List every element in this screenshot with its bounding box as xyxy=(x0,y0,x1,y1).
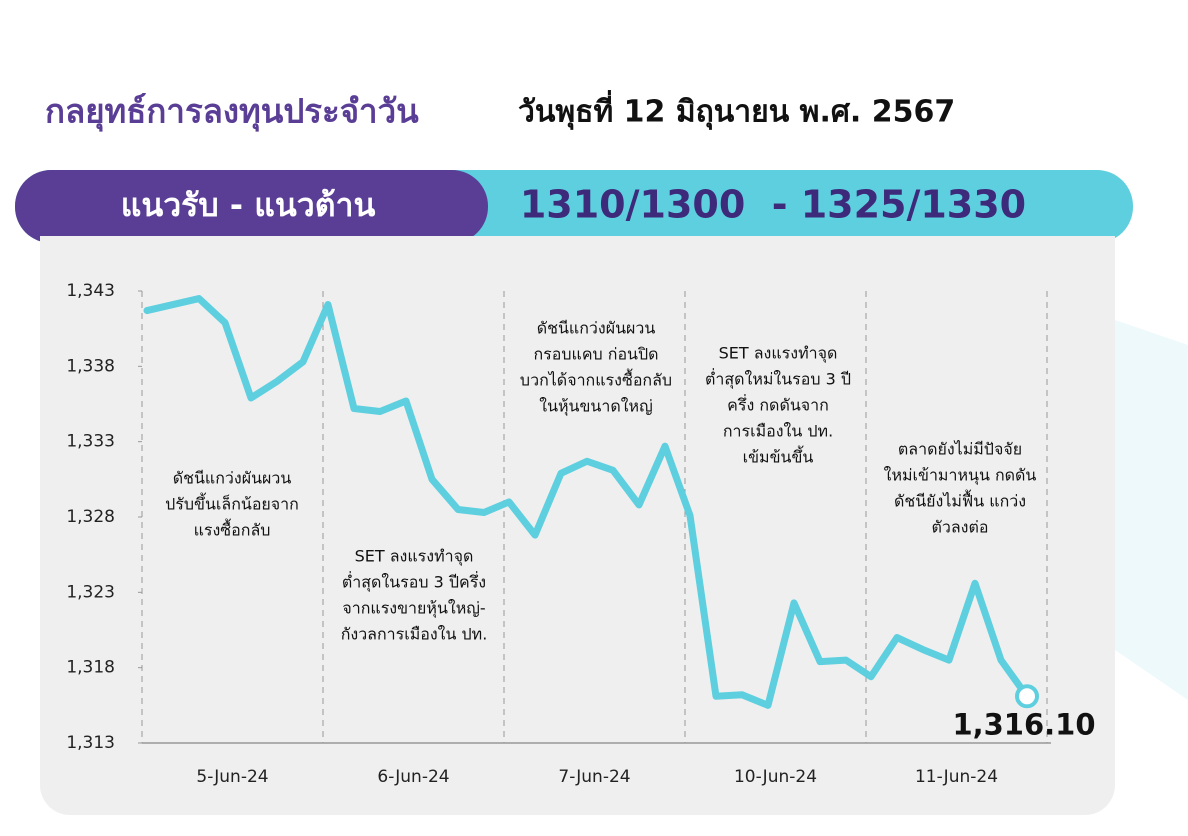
y-tick-label: 1,328 xyxy=(66,507,115,527)
annotation: ดัชนีแกว่งผันผวน xyxy=(537,319,656,338)
y-tick-label: 1,333 xyxy=(66,432,115,452)
x-tick-label: 5-Jun-24 xyxy=(196,767,268,787)
x-tick-label: 10-Jun-24 xyxy=(734,767,817,787)
annotation: ต่ำสุดในรอบ 3 ปีครึ่ง xyxy=(342,571,486,593)
annotation: แรงซื้อกลับ xyxy=(194,519,271,540)
decor xyxy=(1115,320,1188,700)
x-tick-label: 6-Jun-24 xyxy=(377,767,449,787)
y-tick-label: 1,343 xyxy=(66,281,115,301)
x-tick-label: 11-Jun-24 xyxy=(915,767,998,787)
annotation: การเมืองใน ปท. xyxy=(723,422,833,441)
annotation: ปรับขึ้นเล็กน้อยจาก xyxy=(165,493,299,514)
banner-levels: 1310/1300 - 1325/1330 xyxy=(520,183,1026,227)
annotation: ดัชนีแกว่งผันผวน xyxy=(173,469,292,488)
y-tick-label: 1,313 xyxy=(66,733,115,753)
annotation: ตัวลงต่อ xyxy=(932,518,989,537)
annotation: ครึ่ง กดดันจาก xyxy=(727,394,829,415)
annotation: SET ลงแรงทำจุด xyxy=(719,344,838,364)
annotation: ใหม่เข้ามาหนุน กดดัน xyxy=(884,466,1037,486)
y-tick-label: 1,323 xyxy=(66,582,115,602)
value-label: 1,316.10 xyxy=(952,707,1095,741)
last-point xyxy=(1015,684,1039,709)
annotation: ตลาดยังไม่มีปัจจัย xyxy=(898,440,1022,459)
price-line xyxy=(143,295,1031,709)
annotation: บวกได้จากแรงซื้อกลับ xyxy=(520,369,672,390)
chart-panel-top xyxy=(40,236,1115,266)
annotation: จากแรงขายหุ้นใหญ่- xyxy=(342,599,485,619)
banner-label: แนวรับ - แนวต้าน xyxy=(121,186,376,224)
annotation: ต่ำสุดใหม่ในรอบ 3 ปี xyxy=(705,368,851,390)
date: วันพุธที่ 12 มิถุนายน พ.ศ. 2567 xyxy=(518,90,955,131)
annotation: SET ลงแรงทำจุด xyxy=(355,547,474,567)
title: กลยุทธ์การลงทุนประจำวัน xyxy=(45,92,419,133)
annotation: กรอบแคบ ก่อนปิด xyxy=(533,345,658,364)
annotation: กังวลการเมืองใน ปท. xyxy=(341,625,488,644)
chart-panel xyxy=(40,236,1115,815)
annotation: ในหุ้นขนาดใหญ่ xyxy=(539,397,652,417)
y-tick-label: 1,338 xyxy=(66,356,115,376)
annotation: เข้มข้นขึ้น xyxy=(743,446,814,467)
y-tick-label: 1,318 xyxy=(66,658,115,678)
x-tick-label: 7-Jun-24 xyxy=(558,767,630,787)
annotation: ดัชนียังไม่ฟื้น แกว่ง xyxy=(894,490,1026,511)
banner-label-bg xyxy=(15,170,488,243)
